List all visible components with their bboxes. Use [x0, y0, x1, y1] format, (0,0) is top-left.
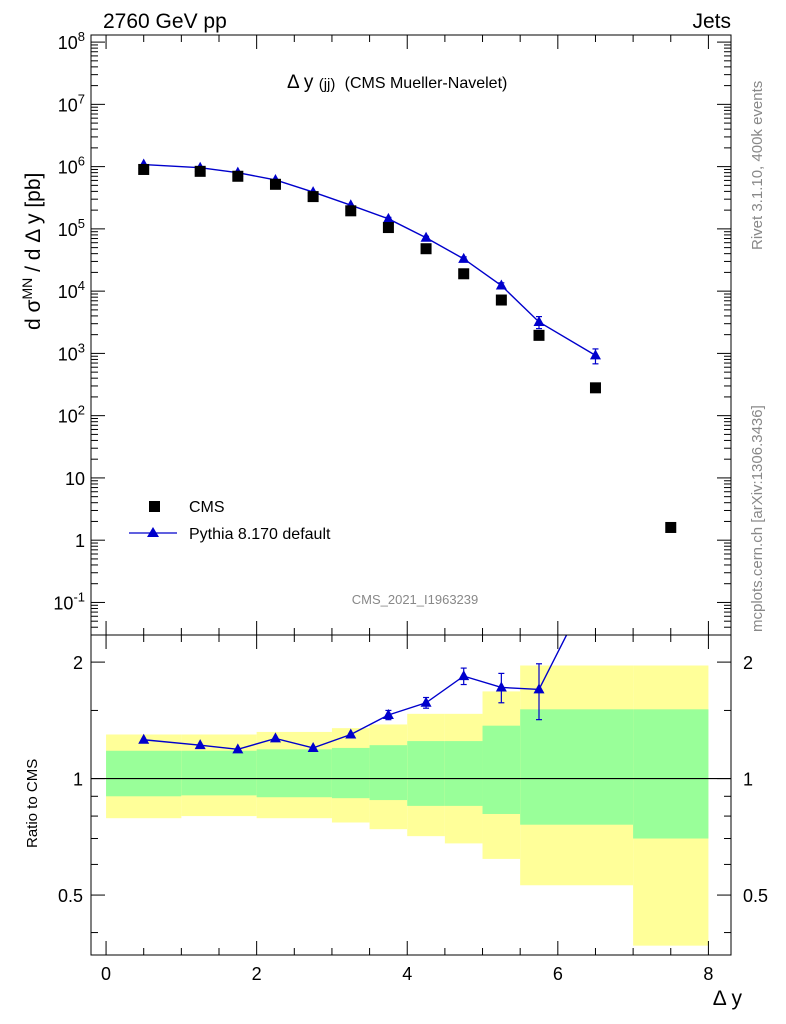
ratio-band-inner: [369, 745, 408, 801]
main-cms-point: [665, 521, 677, 533]
main-cms-point: [138, 163, 150, 175]
ratio-pythia-point: [533, 683, 545, 694]
main-ytick-label: 108: [58, 29, 85, 53]
side-rivet: Rivet 3.1.10, 400k events: [749, 81, 766, 250]
ratio-xtick-label: 6: [553, 964, 563, 984]
ratio-xtick-label: 4: [402, 964, 412, 984]
main-pythia-point: [420, 231, 432, 242]
ratio-band-inner: [482, 725, 521, 814]
ratio-xtick-label: 2: [252, 964, 262, 984]
main-cms-point: [307, 191, 319, 203]
main-ytick-label: 102: [58, 403, 85, 427]
main-pythia-point: [495, 279, 507, 290]
main-cms-point: [382, 222, 394, 234]
ratio-pythia-point: [458, 670, 470, 681]
plot-title-rest: (CMS Mueller-Navelet): [345, 75, 508, 92]
header-left: 2760 GeV pp: [103, 10, 227, 33]
ratio-ytick-label-right: 2: [743, 653, 753, 673]
main-cms-point: [533, 329, 545, 341]
ratio-pythia-point: [382, 708, 394, 719]
ratio-band-inner: [106, 750, 182, 797]
legend: CMS Pythia 8.170 default: [129, 499, 331, 543]
main-ytick-label: 1: [75, 531, 85, 551]
main-pythia-point: [589, 349, 601, 360]
x-axis-label: Δ y: [713, 987, 743, 1010]
ratio-ytick-label-left: 0.5: [58, 886, 83, 906]
legend-pythia-marker: [147, 527, 159, 537]
main-pythia-point: [382, 212, 394, 223]
main-cms-point: [345, 205, 357, 217]
ratio-series-pythia: [138, 572, 601, 754]
ratio-band-inner: [407, 741, 445, 806]
ratio-band-inner: [444, 741, 483, 806]
legend-cms-label: CMS: [189, 499, 225, 516]
ratio-band-inner: [331, 747, 370, 799]
main-ytick-label: 10: [65, 469, 85, 489]
ratio-pythia-point: [307, 741, 319, 752]
header-right: Jets: [692, 10, 731, 33]
main-panel: 10-1 1 10 102 103 104 105 106 107 108: [53, 29, 731, 636]
ratio-band-inner: [520, 709, 634, 825]
y-axis-label-ratio: Ratio to CMS: [24, 759, 41, 848]
main-cms-point: [495, 294, 507, 306]
ratio-pythia-point: [138, 733, 150, 744]
ratio-pythia-point: [345, 728, 357, 739]
ratio-pythia-point: [269, 732, 281, 743]
main-pythia-line: [143, 163, 596, 356]
main-cms-point: [458, 268, 470, 280]
ratio-pythia-point: [194, 739, 206, 750]
main-pythia-point: [458, 252, 470, 263]
main-cms-point: [269, 178, 281, 190]
ratio-pythia-point: [590, 572, 601, 582]
main-cms-point: [589, 382, 601, 394]
ratio-band-inner: [256, 749, 332, 798]
ratio-ytick-label-left: 1: [73, 770, 83, 790]
ratio-panel: 0 2 4 6 8 0.5 0.5 1 1 2 2: [58, 572, 768, 984]
ratio-pythia-point: [232, 743, 244, 754]
y-axis-label-main: d σMN / d Δ y [pb]: [19, 173, 45, 330]
ratio-xtick-label: 0: [101, 964, 111, 984]
main-cms-point: [194, 165, 206, 177]
legend-cms-marker: [149, 501, 160, 512]
main-ytick-label: 107: [58, 91, 85, 115]
legend-pythia-label: Pythia 8.170 default: [189, 526, 331, 543]
ratio-ytick-label-left: 2: [73, 653, 83, 673]
ratio-band-inner: [633, 709, 709, 839]
analysis-id: CMS_2021_I1963239: [352, 592, 479, 607]
plot-title: Δ y (jj) (CMS Mueller-Navelet): [287, 72, 507, 94]
main-ytick-label: 105: [58, 216, 85, 240]
ratio-ytick-label-right: 0.5: [743, 886, 768, 906]
ratio-frame: [90, 634, 732, 956]
main-ytick-label: 10-1: [53, 589, 85, 613]
ratio-pythia-line: [143, 635, 568, 751]
ratio-xtick-label: 8: [703, 964, 713, 984]
plot-title-main: Δ y: [287, 72, 314, 93]
main-ytick-label: 106: [58, 154, 85, 178]
main-cms-point: [420, 243, 432, 255]
main-pythia-point: [533, 315, 545, 326]
ratio-ytick-label-right: 1: [743, 770, 753, 790]
ratio-band-inner: [181, 750, 257, 796]
main-ytick-label: 104: [58, 278, 85, 302]
main-ytick-label: 103: [58, 340, 85, 364]
ratio-pythia-point: [495, 681, 507, 692]
main-frame: [90, 34, 732, 636]
ratio-pythia-point: [420, 696, 432, 707]
plot-title-sub: (jj): [319, 76, 336, 93]
main-cms-point: [232, 170, 244, 182]
side-mcplots: mcplots.cern.ch [arXiv:1306.3436]: [749, 405, 766, 632]
